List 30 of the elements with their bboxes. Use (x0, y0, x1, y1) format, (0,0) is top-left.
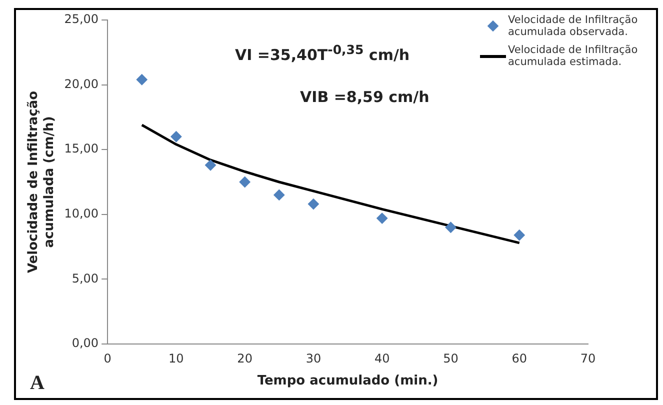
x-tick-label: 50 (443, 351, 458, 366)
text: A (30, 372, 44, 395)
point (205, 160, 216, 171)
point (170, 131, 182, 142)
legend-label: Velocidade de Infiltração acumulada observada. (508, 14, 639, 38)
point (136, 74, 148, 86)
x-tick-label: 60 (512, 351, 528, 366)
y-tick-label: 5,00 (72, 271, 99, 286)
point (239, 176, 250, 188)
y-tick-label: 25,00 (64, 12, 99, 26)
x-tick-label: 10 (168, 351, 184, 366)
y-tick-label: 10,00 (64, 206, 99, 221)
point (308, 198, 319, 210)
point (445, 222, 456, 233)
x-tick-label: 0 (104, 351, 112, 366)
x-tick-label: 40 (374, 351, 390, 366)
y-tick-label: 15,00 (64, 142, 99, 156)
y-tick-label: 0,00 (72, 336, 99, 350)
point (514, 230, 525, 241)
y-axis-title: Velocidade de Infiltração acumulada (cm/h) (26, 90, 57, 274)
x-tick-label: 30 (306, 351, 322, 366)
x-tick-label: 20 (237, 351, 252, 366)
legend-label: Velocidade de Infiltração acumulada estimada. (508, 44, 639, 68)
annotation: VI =35,40T$^{-0,35}$ cm/h (235, 42, 410, 64)
point (376, 212, 388, 224)
x-axis-title: Tempo acumulado (min.) (257, 374, 438, 389)
annotation: VIB =8,59 cm/h (300, 88, 430, 106)
x-tick-label: 70 (580, 351, 596, 366)
y-tick-label: 20,00 (64, 76, 99, 91)
point (274, 189, 285, 200)
